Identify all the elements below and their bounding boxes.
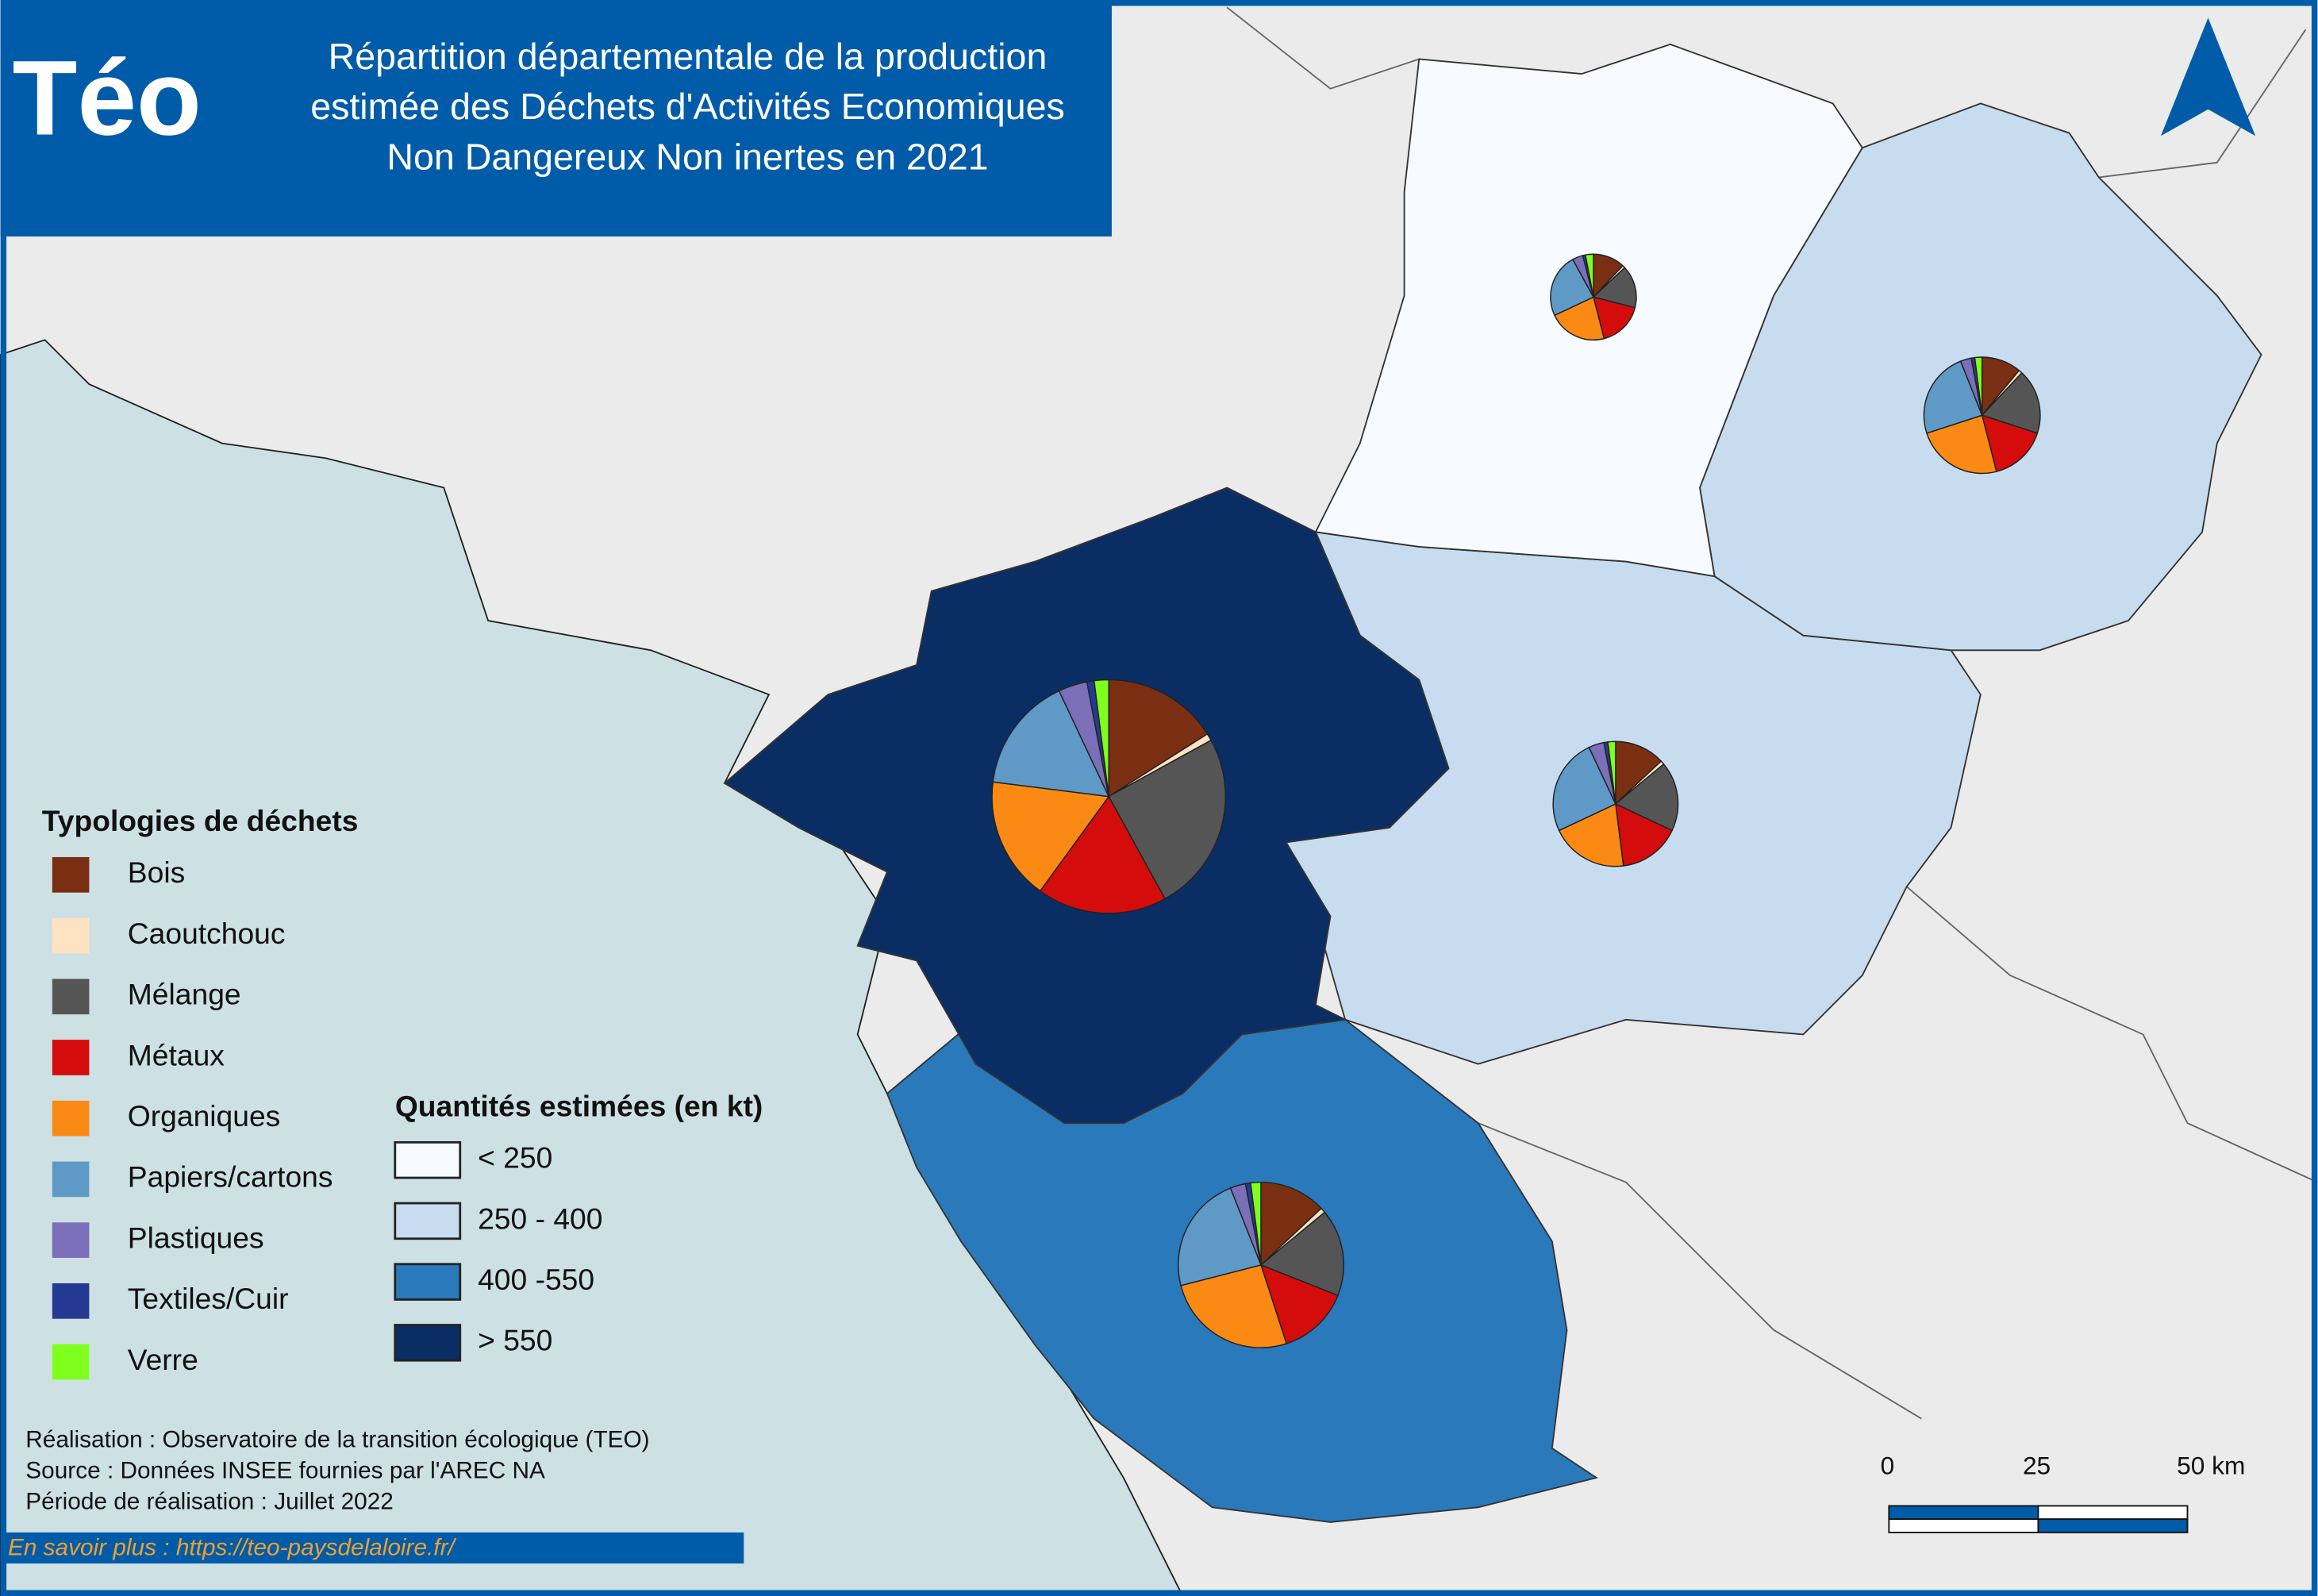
legend-label: 250 - 400 <box>478 1202 602 1235</box>
scale-label: 0 <box>1881 1451 1895 1479</box>
legend-label: Organiques <box>128 1099 281 1133</box>
scale-bar <box>1888 1505 2039 1521</box>
legend-label: Métaux <box>128 1038 225 1071</box>
pie-slice <box>1981 414 2039 473</box>
pie-slice <box>1607 740 1616 805</box>
link[interactable]: En savoir plus : https://teo-paysdelaloi… <box>8 1534 457 1560</box>
border-lines <box>2098 29 2307 179</box>
pie-slice <box>1093 679 1109 797</box>
scale-bar <box>2037 1505 2189 1521</box>
pie-slice <box>991 781 1110 892</box>
pie-slice <box>992 690 1110 798</box>
legend-swatch <box>394 1324 462 1362</box>
credit: Période de réalisation : Juillet 2022 <box>25 1489 394 1515</box>
title-line: estimée des Déchets d'Activités Economiq… <box>310 86 1065 127</box>
pie-slice <box>1108 739 1226 900</box>
link-bar <box>0 1532 744 1564</box>
legend-label: 400 -550 <box>478 1263 594 1296</box>
legend-swatch <box>52 979 90 1015</box>
logo: Téo <box>13 39 202 157</box>
legend-title: Quantités estimées (en kt) <box>395 1089 763 1122</box>
pie-slice <box>1615 740 1663 806</box>
pie-slice <box>1584 253 1594 298</box>
pie-slice <box>1178 1187 1262 1286</box>
legend-label: > 550 <box>478 1324 552 1357</box>
legend-swatch <box>52 1283 90 1319</box>
pie-slice <box>1108 679 1209 798</box>
legend-swatch <box>52 856 90 893</box>
title-box <box>0 0 1112 237</box>
legend-label: Verre <box>128 1343 198 1376</box>
pie-slice <box>1552 746 1616 832</box>
legend: Bois Caoutchouc Mélange Métaux Organiques Pap… <box>52 856 602 1380</box>
pie-slice <box>1260 1181 1323 1267</box>
legend-swatch <box>394 1202 462 1240</box>
pie-slice <box>1039 795 1167 914</box>
credit: Réalisation : Observatoire de la transit… <box>25 1426 649 1452</box>
pie-slice <box>1926 414 1997 475</box>
pie-slice <box>1974 356 1983 416</box>
pie-slice <box>1554 296 1605 341</box>
title-line: Non Dangereux Non inertes en 2021 <box>386 136 988 177</box>
pie-slice <box>1981 371 2041 434</box>
pie-slice <box>1614 763 1679 832</box>
title-line: Répartition départementale de la product… <box>329 36 1048 77</box>
border-lines <box>1226 6 1420 90</box>
legend-title: Typologies de déchets <box>42 804 359 837</box>
legend-label: Caoutchouc <box>128 917 286 950</box>
scale-bar <box>2037 1518 2189 1533</box>
pie-slice <box>1180 1264 1288 1348</box>
legend-swatch <box>52 917 90 954</box>
legend-swatch <box>52 1040 90 1075</box>
legend-label: < 250 <box>478 1141 552 1175</box>
scale-bar <box>1888 1518 2039 1533</box>
legend-swatch <box>52 1344 90 1380</box>
credit: Source : Données INSEE fournies par l'AR… <box>25 1457 545 1483</box>
pie-slice <box>1592 296 1636 340</box>
legend-swatch <box>52 1161 90 1198</box>
border-lines <box>1906 886 2318 1183</box>
legend-swatch <box>52 1222 90 1258</box>
legend-label: Plastiques <box>128 1221 264 1254</box>
pie-slice <box>1614 802 1674 867</box>
border-lines <box>1478 1122 1922 1420</box>
pie-slice <box>1558 802 1624 867</box>
legend-swatch <box>394 1263 462 1301</box>
north-arrow <box>2160 17 2256 137</box>
pies <box>991 253 2041 1348</box>
legend-label: Papiers/cartons <box>128 1160 333 1194</box>
legend-label: Textiles/Cuir <box>128 1282 289 1315</box>
pie-slice <box>1250 1181 1262 1265</box>
legend-swatch <box>394 1140 462 1179</box>
pie-slice <box>1592 267 1637 309</box>
scale-label: 50 km <box>2177 1451 2245 1479</box>
legend-swatch <box>52 1100 90 1136</box>
legend-label: Mélange <box>128 978 241 1011</box>
scale-label: 25 <box>2023 1451 2051 1479</box>
pie-slice <box>1259 1211 1344 1297</box>
legend-label: Bois <box>128 856 185 889</box>
pie-slice <box>1550 258 1594 317</box>
